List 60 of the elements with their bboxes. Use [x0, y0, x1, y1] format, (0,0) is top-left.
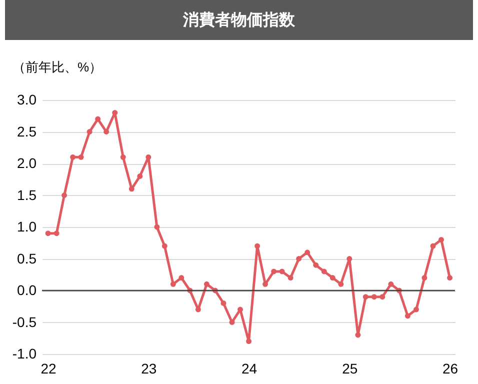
point [254, 243, 260, 249]
y-tick-label: -1.0 [12, 346, 37, 362]
point [246, 338, 252, 344]
point [137, 173, 143, 179]
point [86, 129, 92, 134]
point [346, 256, 352, 262]
point [62, 192, 68, 198]
chart-title: 消費者物価指数 [5, 0, 473, 40]
point [321, 268, 327, 274]
point [279, 268, 285, 274]
y-tick-label: 2.5 [17, 123, 37, 140]
point [430, 243, 436, 249]
point [404, 313, 410, 319]
y-tick-label: 0.0 [17, 282, 37, 298]
point [128, 186, 134, 192]
point [447, 275, 453, 281]
point [204, 281, 210, 287]
point [54, 230, 60, 236]
point [78, 154, 84, 160]
point [154, 224, 160, 230]
point [238, 306, 243, 312]
point [178, 275, 184, 281]
point [330, 275, 336, 281]
point [170, 281, 176, 287]
y-tick-label: -0.5 [12, 314, 37, 330]
x-tick-label: 26 [442, 360, 458, 376]
point [296, 256, 302, 262]
point [313, 262, 319, 268]
point [388, 281, 394, 287]
point [112, 110, 118, 116]
y-axis-title: （前年比、%） [12, 60, 102, 74]
point [120, 154, 126, 160]
x-tick-label: 22 [40, 360, 57, 376]
point [229, 320, 235, 325]
point [338, 281, 344, 287]
y-tick-label: 3.0 [17, 92, 37, 108]
point [95, 116, 101, 122]
x-tick-label: 25 [342, 360, 358, 376]
point [438, 236, 444, 242]
point [380, 294, 386, 300]
y-tick-label: 0.5 [17, 250, 37, 266]
point [288, 275, 294, 281]
y-tick-label: 1.0 [17, 218, 37, 234]
point [70, 154, 76, 160]
point [355, 332, 361, 338]
point [162, 243, 168, 249]
point [220, 300, 226, 306]
point [413, 306, 419, 312]
point [371, 294, 377, 300]
point [422, 275, 428, 281]
x-tick-label: 23 [141, 360, 157, 376]
y-tick-label: 1.5 [17, 186, 37, 203]
x-tick-label: 24 [241, 360, 258, 376]
point [104, 129, 110, 134]
point [362, 294, 368, 300]
y-tick-label: 2.0 [17, 155, 37, 171]
point [146, 154, 152, 160]
point [271, 268, 277, 274]
point [45, 230, 51, 236]
point [304, 250, 310, 256]
